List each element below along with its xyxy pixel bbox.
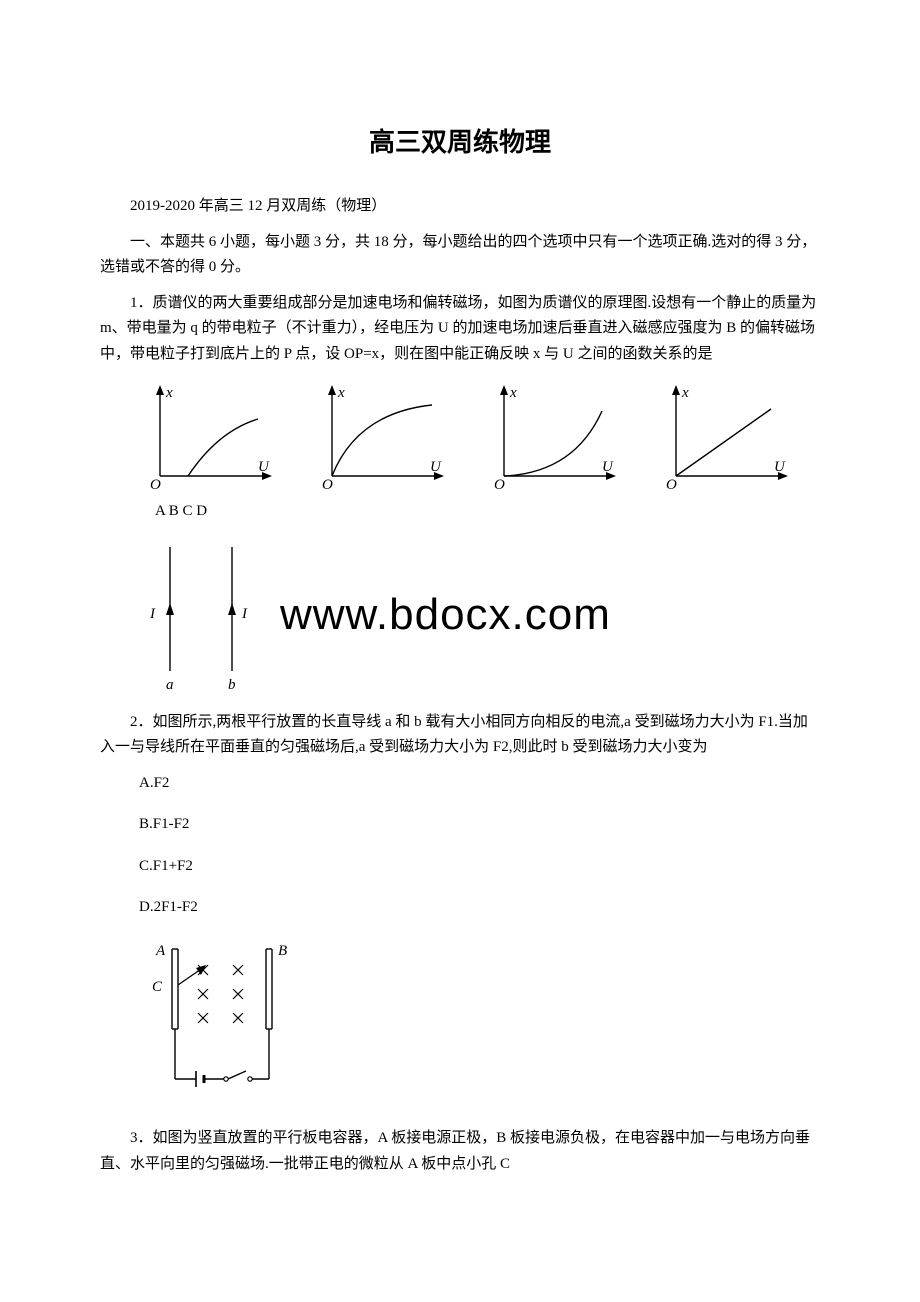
question-3-text: 3．如图为竖直放置的平行板电容器，A 板接电源正极，B 板接电源负极，在电容器中…: [100, 1126, 820, 1177]
q2-option-a: A.F2: [139, 771, 820, 797]
section-1-instructions: 一、本题共 6 小题，每小题 3 分，共 18 分，每小题给出的四个选项中只有一…: [100, 230, 820, 281]
svg-text:U: U: [602, 459, 614, 475]
plate-a-label: A: [155, 943, 166, 959]
svg-text:x: x: [509, 385, 517, 401]
document-title: 高三双周练物理: [100, 120, 820, 164]
graph-c: x U O: [484, 381, 624, 491]
question-1-text: 1．质谱仪的两大重要组成部分是加速电场和偏转磁场，如图为质谱仪的原理图.设想有一…: [100, 291, 820, 368]
q2-diagram-wires: I a I b www.bdocx.com: [130, 533, 820, 702]
svg-text:O: O: [322, 477, 333, 491]
hole-c-label: C: [152, 979, 163, 995]
q1-option-labels: A B C D: [155, 499, 820, 525]
graph-a: x U O: [140, 381, 280, 491]
q2-option-d: D.2F1-F2: [139, 895, 820, 921]
svg-text:U: U: [774, 459, 786, 475]
q2-option-b: B.F1-F2: [139, 812, 820, 838]
current-i-a: I: [149, 606, 156, 622]
plate-b-label: B: [278, 943, 287, 959]
svg-text:U: U: [430, 459, 442, 475]
q2-option-c: C.F1+F2: [139, 854, 820, 880]
svg-text:x: x: [681, 385, 689, 401]
axis-u-label: U: [258, 459, 270, 475]
wire-a-label: a: [166, 677, 174, 693]
graph-d: x U O: [656, 381, 796, 491]
svg-text:O: O: [494, 477, 505, 491]
q1-graphs-row: x U O x U O x U O: [140, 381, 820, 491]
watermark: www.bdocx.com: [279, 590, 611, 639]
wire-b-label: b: [228, 677, 236, 693]
svg-text:x: x: [337, 385, 345, 401]
axis-x-label: x: [165, 385, 173, 401]
q3-circuit-diagram: A B C: [138, 937, 820, 1116]
current-i-b: I: [241, 606, 248, 622]
subtitle-line: 2019-2020 年高三 12 月双周练（物理）: [100, 194, 820, 220]
origin-label: O: [150, 477, 161, 491]
graph-b: x U O: [312, 381, 452, 491]
question-2-text: 2．如图所示,两根平行放置的长直导线 a 和 b 载有大小相同方向相反的电流,a…: [100, 710, 820, 761]
svg-text:O: O: [666, 477, 677, 491]
